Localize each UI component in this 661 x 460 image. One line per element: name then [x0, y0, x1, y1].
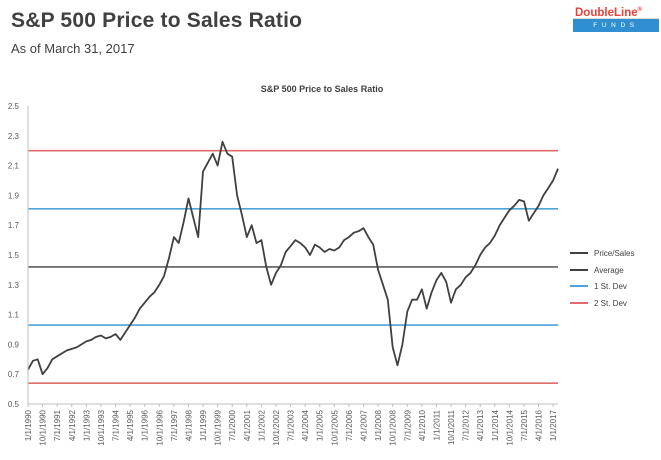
x-tick-label: 10/1/2008	[389, 409, 398, 445]
slide-subtitle: As of March 31, 2017	[11, 41, 135, 56]
y-tick-label: 1.7	[8, 221, 20, 230]
y-tick-label: 2.3	[8, 132, 20, 141]
x-tick-label: 1/1/1993	[82, 409, 91, 441]
legend-label: 2 St. Dev	[594, 299, 627, 308]
x-tick-label: 7/1/1994	[112, 409, 121, 441]
doubleline-logo: DoubleLine® FUNDS	[573, 2, 659, 32]
y-tick-label: 1.1	[8, 311, 20, 320]
logo-brand: DoubleLine	[575, 6, 638, 19]
x-axis-ticks: 1/1/1990 10/1/1990 7/1/1991 4/1/1992 1/1/199…	[24, 404, 558, 446]
x-tick-label: 10/1/1990	[39, 409, 48, 445]
x-tick-label: 10/1/1999	[214, 409, 223, 445]
x-tick-label: 4/1/2010	[418, 409, 427, 441]
x-tick-label: 1/1/1996	[141, 409, 150, 441]
y-axis-ticks: 0.5 0.7 0.9 1.1 1.3 1.5 1.7 1.9 2.1 2.3 2.5	[8, 102, 20, 409]
x-tick-label: 10/1/2014	[505, 409, 514, 445]
x-tick-label: 4/1/2013	[476, 409, 485, 441]
x-tick-label: 4/1/2007	[360, 409, 369, 441]
x-tick-label: 10/1/1996	[155, 409, 164, 445]
x-tick-label: 1/1/2017	[549, 409, 558, 441]
price-sales-line	[27, 140, 559, 376]
chart-title: S&P 500 Price to Sales Ratio	[261, 84, 384, 94]
legend: Price/Sales Average 1 St. Dev 2 St. Dev	[570, 249, 634, 308]
x-tick-label: 1/1/2005	[316, 409, 325, 441]
x-tick-label: 1/1/2014	[491, 409, 500, 441]
x-tick-label: 7/1/2000	[228, 409, 237, 441]
legend-label: Average	[594, 266, 624, 275]
x-tick-label: 7/1/1991	[53, 409, 62, 441]
slide-title: S&P 500 Price to Sales Ratio	[11, 9, 303, 32]
y-tick-label: 0.9	[8, 340, 20, 349]
x-tick-label: 1/1/1999	[199, 409, 208, 441]
legend-label: Price/Sales	[594, 249, 634, 258]
logo-registered-mark: ®	[637, 7, 643, 13]
x-tick-label: 1/1/1990	[24, 409, 33, 441]
x-tick-label: 7/1/2012	[462, 409, 471, 441]
y-tick-label: 0.5	[8, 400, 20, 409]
x-tick-label: 10/1/2002	[272, 409, 281, 445]
x-tick-label: 4/1/2001	[243, 409, 252, 441]
reference-lines	[28, 149, 558, 384]
y-tick-label: 2.1	[8, 162, 20, 171]
logo-tagline: FUNDS	[573, 19, 659, 32]
y-tick-label: 1.3	[8, 281, 20, 290]
axes	[27, 106, 558, 405]
y-tick-label: 2.5	[8, 102, 20, 111]
x-tick-label: 4/1/1995	[126, 409, 135, 441]
x-tick-label: 4/1/2016	[535, 409, 544, 441]
x-tick-label: 7/1/1997	[170, 409, 179, 441]
x-tick-label: 1/1/2011	[432, 409, 441, 440]
logo-wordmark: DoubleLine®	[573, 2, 659, 19]
price-sales-series	[27, 140, 559, 376]
x-tick-label: 4/1/1998	[184, 409, 193, 441]
x-tick-label: 7/1/2015	[520, 409, 529, 441]
x-tick-label: 7/1/2009	[403, 409, 412, 441]
x-tick-label: 10/1/2011	[447, 409, 456, 445]
x-tick-label: 1/1/2008	[374, 409, 383, 441]
x-tick-label: 4/1/2004	[301, 409, 310, 441]
x-tick-label: 4/1/1992	[68, 409, 77, 441]
x-tick-label: 1/1/2002	[257, 409, 266, 441]
y-tick-label: 1.5	[8, 251, 20, 260]
x-tick-label: 10/1/1993	[97, 409, 106, 445]
y-tick-label: 1.9	[8, 191, 20, 200]
x-tick-label: 7/1/2006	[345, 409, 354, 441]
legend-label: 1 St. Dev	[594, 282, 627, 291]
x-tick-label: 10/1/2005	[330, 409, 339, 445]
x-tick-label: 7/1/2003	[287, 409, 296, 441]
y-tick-label: 0.7	[8, 370, 20, 379]
